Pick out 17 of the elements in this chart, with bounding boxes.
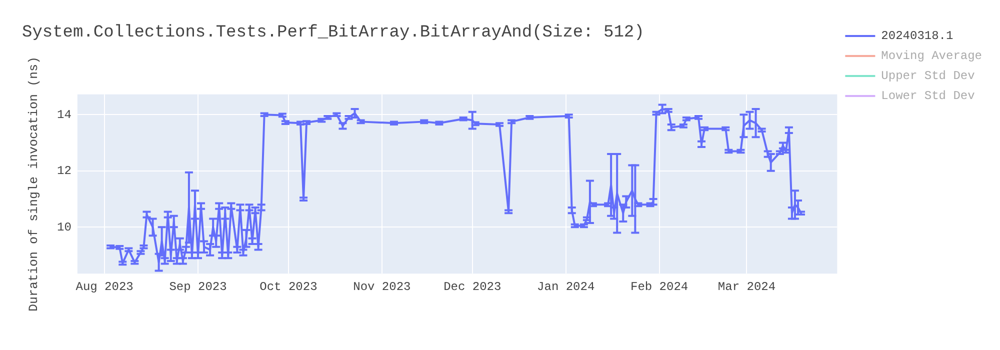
x-tick-label: Aug 2023 — [76, 280, 134, 294]
legend-label: Upper Std Dev — [881, 69, 975, 84]
legend-label: 20240318.1 — [881, 29, 954, 44]
y-axis-title: Duration of single invocation (ns) — [26, 56, 41, 312]
x-tick-label: Mar 2024 — [718, 280, 776, 294]
y-tick-label: 14 — [56, 108, 72, 122]
x-tick-label: Sep 2023 — [169, 280, 227, 294]
x-tick-label: Jan 2024 — [537, 280, 595, 294]
legend-label: Moving Average — [881, 49, 982, 64]
x-tick-label: Dec 2023 — [444, 280, 502, 294]
x-tick-label: Oct 2023 — [260, 280, 318, 294]
legend-label: Lower Std Dev — [881, 89, 975, 104]
chart-title: System.Collections.Tests.Perf_BitArray.BitArrayAnd(Size: 512) — [22, 24, 644, 43]
y-tick-label: 10 — [56, 220, 72, 234]
y-tick-label: 12 — [56, 164, 72, 178]
x-tick-label: Feb 2024 — [630, 280, 688, 294]
x-tick-label: Nov 2023 — [353, 280, 411, 294]
